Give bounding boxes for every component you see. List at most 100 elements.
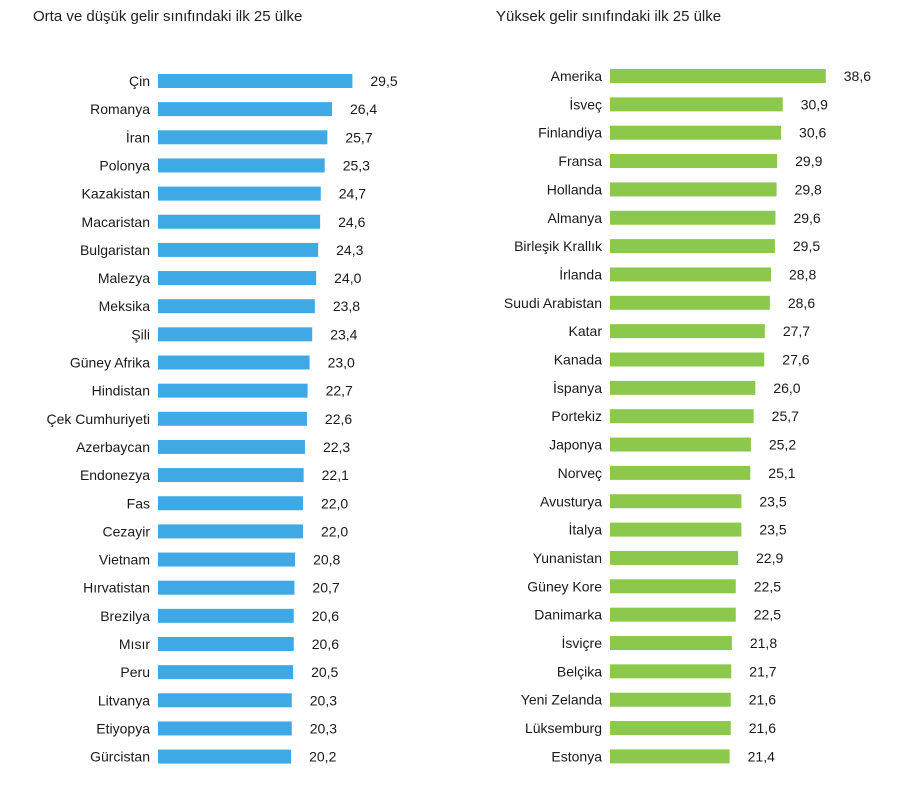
category-label: Norveç [558,465,602,481]
category-label: Cezayir [103,523,151,539]
bar [610,182,777,197]
value-label: 20,5 [311,664,338,680]
bar [610,465,751,480]
value-label: 22,5 [754,607,781,623]
category-label: Lüksemburg [525,720,602,736]
category-label: Şili [131,326,150,342]
value-label: 20,7 [312,580,339,596]
category-label: Romanya [90,101,150,117]
value-label: 22,3 [323,439,350,455]
value-label: 25,2 [769,437,796,453]
bar [158,355,310,370]
bar [158,327,313,342]
value-label: 29,5 [370,73,397,89]
bar [610,721,731,736]
bar [158,214,321,229]
value-label: 25,3 [343,157,370,173]
value-label: 22,5 [754,578,781,594]
bar [610,295,770,310]
category-label: Kanada [554,352,602,368]
value-label: 29,5 [793,238,820,254]
category-label: Amerika [551,68,603,84]
value-label: 30,9 [801,96,828,112]
bar [610,550,739,565]
bar [610,749,730,764]
bar [610,409,754,424]
category-label: Bulgaristan [80,242,150,258]
value-label: 23,0 [328,355,355,371]
category-label: Hırvatistan [83,580,150,596]
value-label: 21,6 [749,692,776,708]
value-label: 29,6 [793,210,820,226]
bar [610,579,736,594]
value-label: 25,1 [768,465,795,481]
bar [158,271,317,286]
category-label: Katar [569,323,603,339]
bar [610,210,776,225]
category-label: Polonya [99,157,150,173]
category-label: Çin [129,73,150,89]
value-label: 22,7 [326,383,353,399]
value-label: 22,0 [321,495,348,511]
value-label: 28,6 [788,295,815,311]
bar [158,580,295,595]
value-label: 23,4 [330,326,357,342]
value-label: 21,7 [749,663,776,679]
category-label: Kazakistan [82,186,150,202]
category-label: Japonya [549,437,602,453]
category-label: Belçika [557,663,602,679]
value-label: 23,5 [759,522,786,538]
category-label: İrlanda [559,265,602,282]
value-label: 20,3 [310,720,337,736]
category-label: Çek Cumhuriyeti [47,411,150,427]
bar [610,324,765,339]
category-label: Mısır [119,636,150,652]
category-label: İspanya [553,379,602,396]
bar [158,74,353,88]
value-label: 24,0 [334,270,361,286]
category-label: Etiyopya [96,720,150,736]
value-label: 29,9 [795,153,822,169]
bar [158,693,292,708]
value-label: 20,6 [312,608,339,624]
category-label: Almanya [548,210,603,226]
value-label: 22,9 [756,550,783,566]
chart-title-right: Yüksek gelir sınıfındaki ilk 25 ülke [496,8,722,25]
category-label: Güney Afrika [70,355,150,371]
value-label: 21,8 [750,635,777,651]
value-label: 27,7 [783,323,810,339]
category-label: Hollanda [547,181,602,197]
bar [158,552,296,567]
bar [158,721,292,736]
value-label: 23,8 [333,298,360,314]
value-label: 29,8 [795,181,822,197]
category-label: Azerbaycan [76,439,150,455]
value-label: 24,3 [336,242,363,258]
bar [610,437,751,452]
bar [610,125,782,140]
bar [158,665,294,680]
bar [610,69,826,83]
value-label: 24,6 [338,214,365,230]
category-label: Brezilya [100,608,150,624]
value-label: 25,7 [772,408,799,424]
value-label: 30,6 [799,125,826,141]
value-label: 20,3 [310,692,337,708]
category-label: Güney Kore [527,578,602,594]
bar [610,664,732,679]
category-label: Peru [120,664,150,680]
bar [610,522,742,537]
value-label: 23,5 [759,493,786,509]
category-label: Malezya [98,270,150,286]
bar [610,239,775,254]
category-label: Avusturya [540,493,602,509]
bar [610,97,783,112]
category-label: Endonezya [80,467,150,483]
value-label: 26,4 [350,101,377,117]
category-label: Yunanistan [533,550,602,566]
bar [610,494,742,509]
category-label: Suudi Arabistan [504,295,602,311]
category-label: Gürcistan [90,749,150,765]
value-label: 28,8 [789,266,816,282]
